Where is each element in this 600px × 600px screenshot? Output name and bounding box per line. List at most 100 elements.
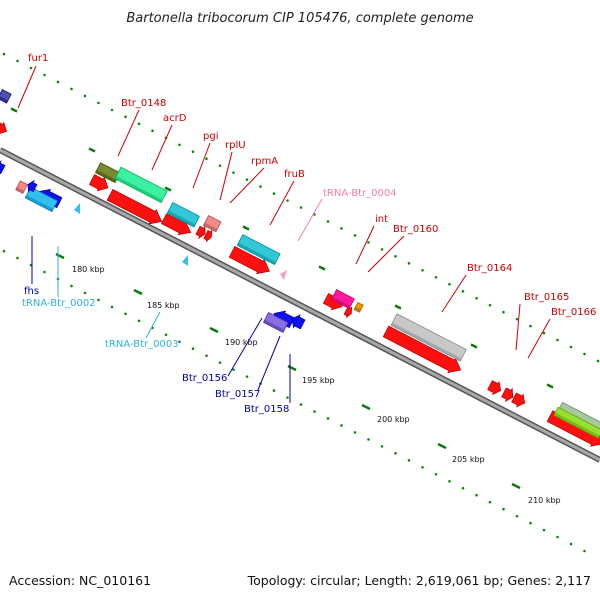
gene-feature xyxy=(487,380,502,396)
ruler-tick xyxy=(209,326,219,334)
guide-dot xyxy=(70,87,73,91)
gene-block-shadow xyxy=(0,95,8,104)
gene-feature xyxy=(291,314,306,330)
guide-dot xyxy=(475,493,478,497)
gene-feature xyxy=(195,224,206,240)
leader-line xyxy=(257,335,281,391)
gene-label[interactable]: tRNA-Btr_0004 xyxy=(323,188,397,199)
gene-arrow xyxy=(501,387,514,403)
guide-dot xyxy=(556,338,559,342)
leader-line xyxy=(145,311,161,339)
accession-text: Accession: NC_010161 xyxy=(9,573,152,588)
gene-label[interactable]: pgi xyxy=(203,131,218,142)
leader-line xyxy=(441,274,467,313)
ruler-label: 190 kbp xyxy=(225,338,258,347)
gene-label[interactable]: fur1 xyxy=(28,53,48,64)
gene-arrow xyxy=(0,160,6,175)
gene-arrow xyxy=(160,213,192,236)
guide-dot xyxy=(353,431,357,434)
guide-dot xyxy=(448,479,451,483)
genome-summary-text: Topology: circular; Length: 2,619,061 bp… xyxy=(247,573,591,588)
gene-arrow xyxy=(487,380,502,396)
guide-dot xyxy=(124,115,127,119)
gene-label[interactable]: tRNA-Btr_0003 xyxy=(105,339,179,350)
guide-dot xyxy=(16,59,19,63)
track-tick xyxy=(242,225,250,231)
ruler-label: 180 kbp xyxy=(72,265,105,274)
gene-label[interactable]: Btr_0164 xyxy=(467,263,512,274)
guide-dot xyxy=(515,317,519,321)
gene-label[interactable]: rplU xyxy=(225,140,246,151)
gene-label[interactable]: fruB xyxy=(284,169,305,180)
gene-label[interactable]: acrD xyxy=(163,113,187,124)
gene-feature xyxy=(262,312,289,333)
ruler: 180 kbp 185 kbp 190 kbp 195 kbp 200 kbp … xyxy=(72,265,561,505)
guide-dot xyxy=(299,403,303,406)
guide-dot xyxy=(461,289,465,293)
track-tick xyxy=(394,304,402,310)
gene-feature xyxy=(501,387,514,403)
guide-dot xyxy=(70,284,73,288)
guide-dot xyxy=(421,465,424,469)
ruler-tick xyxy=(437,442,447,450)
ruler-label: 205 kbp xyxy=(452,455,485,464)
guide-dot xyxy=(137,319,141,323)
gene-feature xyxy=(236,234,281,266)
gene-block-shadow xyxy=(331,296,351,309)
guide-dot xyxy=(434,472,438,476)
gene-label[interactable]: Btr_0160 xyxy=(393,224,438,235)
guide-dot xyxy=(110,305,114,309)
guide-dot xyxy=(56,80,60,84)
gene-label[interactable]: Btr_0156 xyxy=(182,373,227,384)
guide-dot xyxy=(43,73,46,77)
gene-block-shadow xyxy=(391,322,462,362)
gene-label[interactable]: Btr_0166 xyxy=(551,307,596,318)
guide-dot xyxy=(394,452,397,455)
gene-feature xyxy=(24,186,58,213)
ruler-tick xyxy=(511,482,521,490)
gene-feature xyxy=(114,166,168,204)
gene-label[interactable]: rpmA xyxy=(251,156,278,167)
gene-label[interactable]: fhs xyxy=(24,286,39,297)
gene-arrow xyxy=(203,229,213,243)
gene-label[interactable]: Btr_0148 xyxy=(121,98,166,109)
leader-line xyxy=(17,65,37,109)
guide-dot xyxy=(583,549,586,553)
gene-label[interactable]: int xyxy=(375,214,388,225)
gene-feature xyxy=(0,89,12,104)
track-tick xyxy=(10,107,18,113)
gene-label[interactable]: Btr_0158 xyxy=(244,404,289,415)
gene-feature xyxy=(88,174,109,192)
gene-block xyxy=(202,215,222,233)
gene-arrow xyxy=(382,325,462,374)
track-tick xyxy=(164,186,172,192)
guide-dot xyxy=(205,354,208,357)
gene-label[interactable]: tRNA-Btr_0002 xyxy=(22,298,96,309)
gene-feature xyxy=(330,289,355,310)
guide-dot xyxy=(313,410,316,413)
ruler-tick xyxy=(361,403,371,411)
guide-dot xyxy=(502,310,505,314)
guide-dot xyxy=(569,542,573,546)
guide-dot xyxy=(461,486,465,490)
gene-feature xyxy=(353,301,364,313)
trna-marker xyxy=(182,255,188,266)
gene-arrow xyxy=(195,224,206,240)
guide-dot xyxy=(110,108,114,112)
gene-features xyxy=(0,89,600,447)
guide-dot xyxy=(394,255,397,258)
gene-feature xyxy=(202,215,222,233)
gene-arrow xyxy=(0,120,7,135)
guide-dot xyxy=(272,192,276,195)
ruler-tick xyxy=(55,252,65,260)
guide-dot xyxy=(97,298,100,302)
guide-dot xyxy=(245,178,249,181)
gene-feature xyxy=(0,160,6,175)
gene-feature xyxy=(382,325,462,374)
gene-block-shadow xyxy=(203,222,218,232)
guide-dot xyxy=(502,507,505,511)
gene-label[interactable]: Btr_0165 xyxy=(524,292,569,303)
gene-label[interactable]: Btr_0157 xyxy=(215,389,260,400)
gene-block-shadow xyxy=(25,195,54,212)
